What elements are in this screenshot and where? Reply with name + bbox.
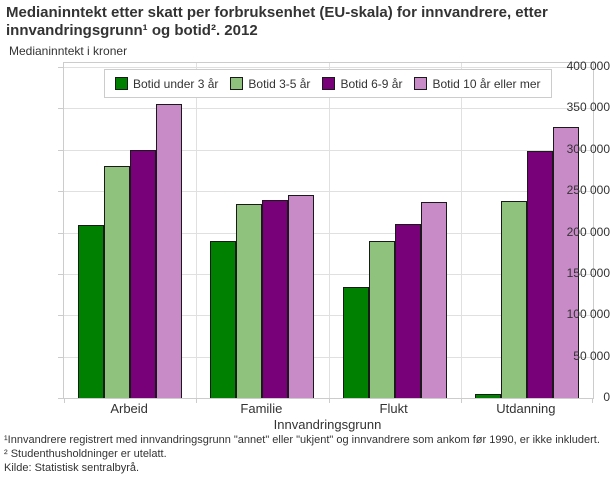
y-axis-tick-mark xyxy=(58,191,64,193)
y-axis-tick-label: 150 000 xyxy=(566,265,610,280)
bar xyxy=(262,200,289,398)
bar xyxy=(394,224,421,398)
bar xyxy=(368,241,395,398)
bar xyxy=(156,104,183,398)
y-axis-unit-label: Medianinntekt i kroner xyxy=(9,44,128,58)
y-axis-tick-mark xyxy=(58,356,64,358)
legend-swatch-icon xyxy=(115,77,128,90)
legend: Botid under 3 år Botid 3-5 år Botid 6-9 år… xyxy=(104,69,552,98)
x-axis-tick-label: Familie xyxy=(240,401,283,416)
legend-item[interactable]: Botid under 3 år xyxy=(115,77,218,91)
x-axis-title: Innvandringsgrunn xyxy=(273,417,382,432)
legend-label: Botid under 3 år xyxy=(133,76,219,91)
bar xyxy=(130,150,157,398)
bar-group-familie xyxy=(196,63,328,398)
bar xyxy=(288,195,315,398)
legend-label: Botid 3-5 år xyxy=(248,76,311,91)
bar xyxy=(500,201,527,398)
y-axis-tick-mark xyxy=(58,398,64,399)
gridline-vertical xyxy=(460,63,462,398)
y-axis-tick-label: 400 000 xyxy=(566,59,610,73)
x-axis-tick-mark xyxy=(328,398,330,403)
x-axis-tick-label: Arbeid xyxy=(110,401,148,416)
bar xyxy=(342,287,369,398)
legend-swatch-icon xyxy=(414,77,428,90)
gridline-vertical xyxy=(196,63,198,398)
y-axis-tick-label: 0 xyxy=(603,390,610,404)
x-axis-tick-mark xyxy=(196,398,198,403)
y-axis-tick-mark xyxy=(58,108,64,110)
bar xyxy=(474,394,501,398)
x-axis-tick-label: Utdanning xyxy=(496,401,556,416)
footnotes: ¹Innvandrere registrert med innvandrings… xyxy=(4,433,604,475)
x-axis-tick-label: Flukt xyxy=(379,401,408,416)
y-axis-tick-mark xyxy=(58,232,64,234)
bar-group-arbeid xyxy=(64,63,196,398)
y-axis-tick-label: 350 000 xyxy=(566,100,610,115)
footnote-1: ¹Innvandrere registrert med innvandrings… xyxy=(4,434,600,446)
gridline-vertical xyxy=(328,63,330,398)
plot-area: Botid under 3 år Botid 3-5 år Botid 6-9 år… xyxy=(58,62,594,403)
y-axis-tick-label: 300 000 xyxy=(566,141,610,156)
legend-label: Botid 10 år eller mer xyxy=(432,76,541,91)
bar xyxy=(526,151,553,398)
x-axis-tick-mark xyxy=(592,398,593,403)
legend-swatch-icon xyxy=(322,77,336,90)
y-axis-tick-label: 100 000 xyxy=(566,307,610,322)
y-axis-tick-label: 50 000 xyxy=(573,348,610,363)
legend-label: Botid 6-9 år xyxy=(340,76,403,91)
source-line: Kilde: Statistisk sentralbyrå. xyxy=(4,462,140,474)
y-axis-tick-mark xyxy=(58,273,64,275)
bar xyxy=(78,225,105,398)
footnote-2: ² Studenthusholdninger er utelatt. xyxy=(4,448,167,460)
y-axis-tick-mark xyxy=(58,149,64,151)
y-axis-tick-mark xyxy=(58,67,64,68)
legend-swatch-icon xyxy=(230,77,244,90)
bar xyxy=(104,166,131,398)
bar-group-flukt xyxy=(329,63,461,398)
legend-item[interactable]: Botid 10 år eller mer xyxy=(414,76,541,91)
y-axis-tick-label: 250 000 xyxy=(566,183,610,198)
bar xyxy=(552,127,579,398)
legend-item[interactable]: Botid 3-5 år xyxy=(230,77,310,91)
chart-title: Medianinntekt etter skatt per forbruksen… xyxy=(6,4,548,39)
bar xyxy=(236,204,263,398)
bar xyxy=(210,241,237,398)
y-axis-tick-mark xyxy=(58,315,64,317)
x-axis-tick-mark xyxy=(460,398,462,403)
bar-group-utdanning xyxy=(461,63,593,398)
legend-item[interactable]: Botid 6-9 år xyxy=(322,77,402,91)
bar xyxy=(420,202,447,398)
y-axis-tick-label: 200 000 xyxy=(566,224,610,239)
x-axis-tick-mark xyxy=(64,398,65,403)
